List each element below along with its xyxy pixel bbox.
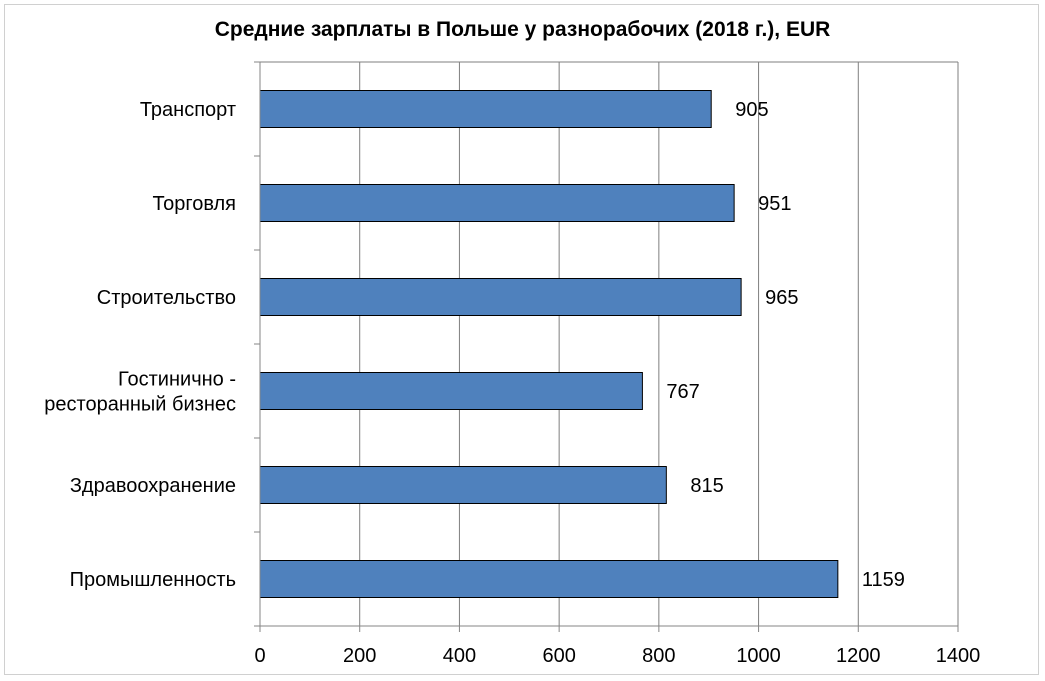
value-label: 905 xyxy=(735,99,768,121)
bar xyxy=(259,278,742,316)
category-label: Торговля xyxy=(152,193,236,215)
bar xyxy=(259,90,712,128)
bar xyxy=(259,372,643,410)
x-tick-label: 1000 xyxy=(736,645,781,667)
bar xyxy=(259,184,735,222)
x-tick-label: 800 xyxy=(642,645,675,667)
category-label: Гостинично - xyxy=(118,369,236,391)
x-tick-label: 600 xyxy=(542,645,575,667)
x-tick-label: 0 xyxy=(254,645,265,667)
bar xyxy=(259,466,667,504)
category-label: Транспорт xyxy=(140,99,236,121)
value-label: 767 xyxy=(666,381,699,403)
x-tick-label: 1200 xyxy=(836,645,881,667)
x-tick-label: 400 xyxy=(443,645,476,667)
value-label: 1159 xyxy=(862,569,905,591)
label-layer: 0 200 400 600 800 1000 1200 1400 Транспорт 905 Тор… xyxy=(44,99,980,667)
chart-title: Средние зарплаты в Польше у разнорабочих… xyxy=(214,18,831,41)
category-label: Строительство xyxy=(97,287,236,309)
category-label: ресторанный бизнес xyxy=(44,394,236,416)
axis-layer xyxy=(254,61,959,632)
category-label: Здравоохранение xyxy=(70,475,236,497)
x-tick-label: 200 xyxy=(343,645,376,667)
value-label: 951 xyxy=(758,193,791,215)
value-label: 965 xyxy=(765,287,798,309)
bar xyxy=(259,560,839,598)
category-label: Промышленность xyxy=(70,569,236,591)
bar-layer xyxy=(259,90,839,598)
grid-layer xyxy=(260,61,959,626)
value-label: 815 xyxy=(690,475,723,497)
x-tick-label: 1400 xyxy=(936,645,981,667)
